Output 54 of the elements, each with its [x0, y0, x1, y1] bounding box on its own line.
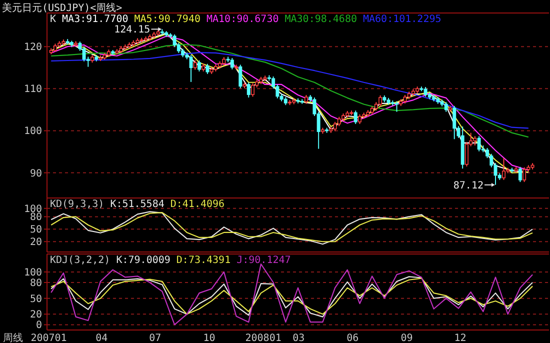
candlestick — [251, 82, 254, 98]
annotation: 124.15 — [114, 24, 150, 36]
candlestick — [246, 82, 250, 98]
y-tick-label: 100 — [24, 126, 42, 138]
x-tick-label: 04 — [96, 333, 108, 343]
y-tick-label: 20 — [30, 237, 42, 248]
candlestick — [193, 60, 197, 70]
candlestick — [395, 100, 398, 112]
x-tick-label: 10 — [203, 333, 216, 343]
candlestick — [464, 142, 468, 167]
candlestick — [189, 54, 193, 82]
x-axis-title: 周线 — [3, 332, 23, 343]
x-tick-label: 200801 — [245, 333, 282, 343]
candlestick — [444, 102, 448, 112]
candlestick — [230, 57, 234, 70]
y-tick-label: 0 — [36, 320, 42, 332]
x-tick-label: 12 — [454, 333, 466, 343]
y-tick-label: 90 — [30, 168, 42, 180]
x-tick-label: 03 — [292, 333, 305, 343]
candlestick — [452, 105, 456, 140]
y-tick-label: 20 — [30, 310, 42, 321]
y-tick-label: 100 — [24, 267, 42, 278]
candlestick — [206, 63, 210, 74]
y-tick-label: 110 — [24, 84, 42, 96]
line-series — [50, 263, 534, 326]
line-series — [50, 52, 529, 129]
x-tick-label: 200701 — [30, 333, 67, 343]
legend: KD(9,3,3) K:51.5584 D:41.4096 — [50, 199, 225, 210]
candlestick — [378, 94, 382, 107]
y-tick-label: 50 — [30, 294, 42, 305]
candlestick — [502, 158, 506, 180]
x-tick-label: 09 — [400, 333, 413, 343]
candlestick — [424, 86, 428, 98]
candlestick — [522, 166, 526, 183]
line-series — [50, 44, 529, 138]
y-tick-label: 80 — [30, 212, 42, 224]
candlestick — [198, 60, 201, 72]
candlestick — [473, 136, 477, 146]
x-tick-label: 07 — [149, 333, 162, 343]
candlestick — [354, 110, 358, 124]
legend: K MA3:91.7700 MA5:90.7940 MA10:90.6730 MA30:98.4680 MA60:101.2295 — [50, 14, 442, 25]
y-tick-label: 80 — [30, 278, 42, 289]
annotation: 87.12 — [453, 180, 484, 192]
chart-title: 美元日元(USDJPY)<周线> — [2, 2, 122, 14]
candlestick — [358, 114, 362, 124]
y-tick-label: 120 — [24, 42, 42, 54]
candlestick — [477, 136, 481, 152]
y-tick-label: 50 — [30, 224, 42, 236]
candlestick — [333, 121, 337, 132]
candlestick — [238, 64, 242, 89]
legend: KDJ(3,2,2) K:79.0009 D:73.4391 J:90.1247 — [50, 255, 291, 266]
x-tick-label: 06 — [346, 333, 359, 343]
candlestick — [518, 166, 522, 183]
candlestick — [337, 116, 341, 127]
